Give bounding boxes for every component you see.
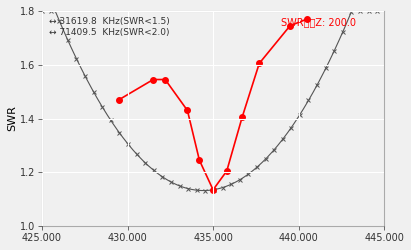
Text: ↔ 31619.8  KHz(SWR<1.5)
↔ 71409.5  KHz(SWR<2.0): ↔ 31619.8 KHz(SWR<1.5) ↔ 71409.5 KHz(SWR… — [49, 18, 170, 37]
Text: SWR基準Z: 200.0: SWR基準Z: 200.0 — [282, 18, 356, 28]
Y-axis label: SWR: SWR — [7, 106, 17, 132]
